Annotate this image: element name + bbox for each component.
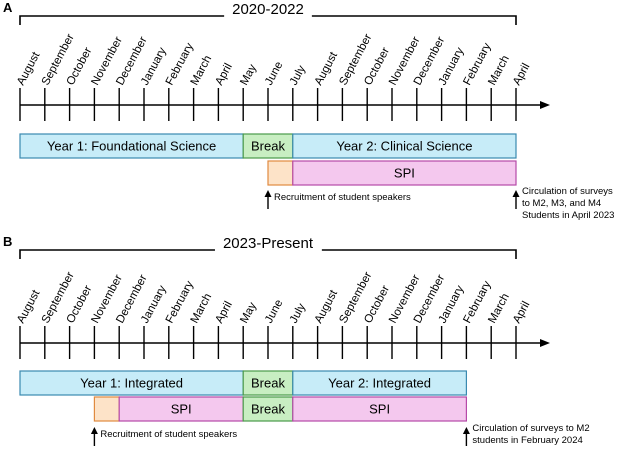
year-bar bbox=[19, 370, 244, 396]
spi-label: SPI bbox=[394, 166, 415, 181]
note-arrowhead bbox=[462, 427, 470, 434]
panel-letter: A bbox=[3, 0, 13, 15]
break-label: Break bbox=[251, 139, 285, 154]
month-label: June bbox=[263, 298, 285, 326]
spi-label: SPI bbox=[369, 402, 390, 417]
month-label: March bbox=[189, 54, 215, 88]
year-bar bbox=[292, 133, 517, 159]
month-label: April bbox=[511, 61, 532, 87]
note-arrowhead bbox=[264, 190, 272, 197]
note-text: Recruitment of student speakers bbox=[274, 192, 411, 203]
month-label: April bbox=[511, 299, 532, 325]
axis-arrowhead bbox=[540, 339, 550, 347]
break-bar bbox=[242, 370, 294, 396]
spi-label: SPI bbox=[171, 402, 192, 417]
month-label: March bbox=[486, 292, 512, 326]
period-title: 2023-Present bbox=[223, 235, 314, 252]
recruit-bar bbox=[267, 160, 294, 186]
panel-letter: B bbox=[3, 234, 12, 249]
note-arrowhead bbox=[512, 190, 520, 197]
note-text: Circulation of surveys to M2 bbox=[472, 423, 589, 434]
title-knockout bbox=[214, 247, 322, 253]
month-label: August bbox=[15, 49, 43, 87]
break-label: Break bbox=[251, 376, 285, 391]
month-label: May bbox=[238, 62, 259, 87]
axis-arrowhead bbox=[540, 101, 550, 109]
year-label: Year 2: Integrated bbox=[328, 376, 431, 391]
month-label: May bbox=[238, 300, 259, 325]
break-label: Break bbox=[251, 402, 285, 417]
year-bar bbox=[19, 133, 244, 159]
month-label: July bbox=[288, 301, 308, 325]
month-label: July bbox=[288, 63, 308, 87]
break-bar bbox=[242, 396, 294, 422]
month-label: March bbox=[486, 54, 512, 88]
recruit-bar bbox=[93, 396, 120, 422]
month-label: August bbox=[313, 287, 341, 325]
month-label: June bbox=[263, 60, 285, 88]
note-text: to M2, M3, and M4 bbox=[522, 198, 601, 209]
month-label: April bbox=[213, 61, 234, 87]
title-knockout bbox=[224, 13, 312, 19]
period-title: 2020-2022 bbox=[232, 1, 304, 18]
note-text: students in February 2024 bbox=[472, 435, 582, 446]
month-label: August bbox=[15, 287, 43, 325]
month-label: March bbox=[189, 292, 215, 326]
note-text: Students in April 2023 bbox=[522, 210, 614, 221]
spi-bar bbox=[292, 160, 517, 186]
note-text: Recruitment of student speakers bbox=[100, 429, 237, 440]
year-label: Year 1: Foundational Science bbox=[47, 139, 216, 154]
month-label: August bbox=[313, 49, 341, 87]
year-label: Year 2: Clinical Science bbox=[336, 139, 472, 154]
note-arrowhead bbox=[90, 427, 98, 434]
spi-bar bbox=[292, 396, 467, 422]
year-label: Year 1: Integrated bbox=[80, 376, 183, 391]
note-text: Circulation of surveys bbox=[522, 186, 613, 197]
month-label: April bbox=[213, 299, 234, 325]
year-bar bbox=[292, 370, 467, 396]
break-bar bbox=[242, 133, 294, 159]
